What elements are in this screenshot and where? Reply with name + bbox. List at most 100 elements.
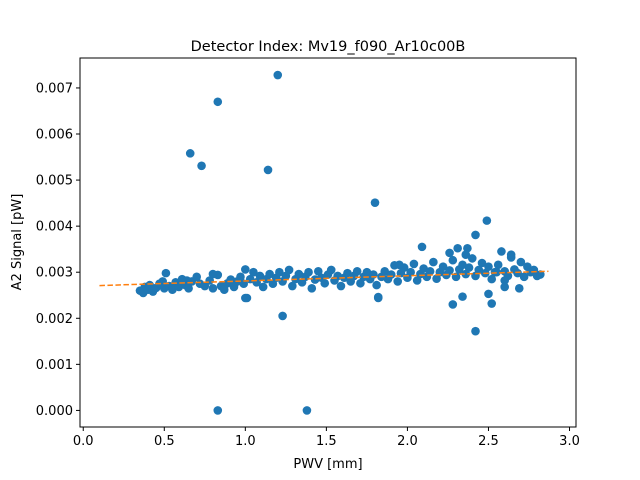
data-point bbox=[145, 280, 154, 290]
data-point bbox=[255, 271, 265, 281]
data-point bbox=[519, 272, 529, 282]
data-point bbox=[536, 270, 545, 279]
data-point bbox=[192, 272, 202, 282]
data-point bbox=[213, 406, 223, 415]
data-point bbox=[275, 267, 284, 277]
data-point bbox=[500, 276, 509, 285]
data-point bbox=[356, 278, 365, 288]
x-axis: 0.0 0.5 1.0 1.5 2.0 2.5 3.0 bbox=[73, 427, 580, 449]
data-point bbox=[417, 242, 427, 252]
data-point bbox=[161, 268, 171, 278]
data-point bbox=[432, 274, 441, 283]
data-point bbox=[197, 161, 206, 171]
data-point bbox=[265, 269, 274, 279]
data-point bbox=[241, 265, 250, 274]
data-point bbox=[241, 293, 250, 303]
data-point bbox=[294, 269, 304, 279]
y-axis-label: A2 Signal [pW] bbox=[10, 194, 25, 291]
data-point bbox=[284, 265, 294, 275]
data-point bbox=[461, 269, 471, 279]
data-point bbox=[373, 293, 383, 303]
data-point bbox=[249, 267, 258, 277]
data-point bbox=[302, 406, 312, 415]
y-tick-label: 0.001 bbox=[36, 358, 73, 373]
data-point bbox=[336, 281, 346, 291]
x-tick-label: 0.5 bbox=[154, 434, 175, 449]
data-point bbox=[506, 250, 516, 260]
axes-frame bbox=[79, 57, 577, 428]
data-point bbox=[320, 278, 330, 288]
data-point bbox=[445, 248, 454, 258]
data-point bbox=[484, 262, 493, 271]
data-point bbox=[352, 266, 362, 276]
data-point bbox=[487, 274, 497, 284]
data-point bbox=[497, 247, 506, 256]
data-point bbox=[386, 270, 396, 279]
data-point bbox=[278, 311, 287, 321]
y-tick-label: 0.005 bbox=[36, 174, 73, 189]
data-point bbox=[370, 198, 380, 207]
data-point bbox=[412, 276, 422, 285]
y-tick-label: 0.000 bbox=[36, 404, 73, 419]
data-point bbox=[372, 280, 381, 290]
x-axis-label: PWV [mm] bbox=[293, 457, 362, 472]
y-axis: 0.000 0.001 0.002 0.003 0.004 0.005 0.006 0.007 bbox=[36, 81, 80, 419]
data-point bbox=[406, 267, 415, 277]
data-point bbox=[395, 260, 404, 270]
x-tick-label: 2.0 bbox=[397, 434, 418, 449]
x-tick-label: 1.5 bbox=[316, 434, 337, 449]
data-point bbox=[482, 216, 492, 225]
data-point bbox=[477, 258, 487, 268]
data-point bbox=[236, 272, 245, 282]
data-point bbox=[310, 275, 320, 284]
data-point bbox=[393, 277, 402, 286]
fit-line bbox=[99, 270, 549, 287]
data-point bbox=[448, 300, 458, 309]
data-point bbox=[471, 326, 480, 336]
data-point bbox=[273, 70, 283, 80]
data-point bbox=[487, 299, 497, 308]
data-point bbox=[208, 284, 218, 293]
data-point bbox=[304, 267, 313, 277]
data-point bbox=[409, 259, 419, 269]
data-point bbox=[425, 266, 435, 276]
data-point bbox=[419, 264, 428, 273]
y-tick-label: 0.006 bbox=[36, 128, 73, 143]
data-point bbox=[514, 284, 524, 293]
data-point bbox=[174, 282, 184, 292]
data-point bbox=[513, 268, 522, 278]
data-point bbox=[184, 284, 193, 293]
x-tick-label: 2.5 bbox=[478, 434, 499, 449]
data-point bbox=[200, 281, 210, 291]
data-point bbox=[219, 285, 229, 295]
data-point bbox=[307, 284, 317, 293]
data-point bbox=[464, 263, 474, 272]
data-point bbox=[445, 266, 454, 275]
data-point bbox=[493, 260, 503, 270]
data-point bbox=[438, 262, 448, 271]
data-point bbox=[288, 281, 297, 291]
x-tick-label: 1.0 bbox=[235, 434, 256, 449]
data-point bbox=[467, 254, 477, 263]
data-point bbox=[258, 282, 268, 292]
data-point bbox=[168, 285, 177, 295]
data-point bbox=[463, 243, 472, 253]
data-point bbox=[458, 292, 467, 301]
data-point bbox=[516, 257, 526, 267]
data-point bbox=[429, 257, 438, 267]
data-point bbox=[343, 268, 352, 278]
data-point bbox=[156, 279, 166, 289]
data-point bbox=[362, 267, 372, 277]
y-tick-label: 0.004 bbox=[36, 220, 73, 235]
x-tick-label: 0.0 bbox=[73, 434, 94, 449]
data-point bbox=[453, 243, 462, 253]
x-tick-label: 3.0 bbox=[559, 434, 580, 449]
data-point bbox=[326, 265, 336, 275]
data-point bbox=[458, 260, 467, 270]
data-point bbox=[474, 265, 484, 275]
data-point bbox=[208, 269, 218, 279]
y-tick-label: 0.003 bbox=[36, 266, 73, 281]
data-point bbox=[500, 282, 509, 292]
